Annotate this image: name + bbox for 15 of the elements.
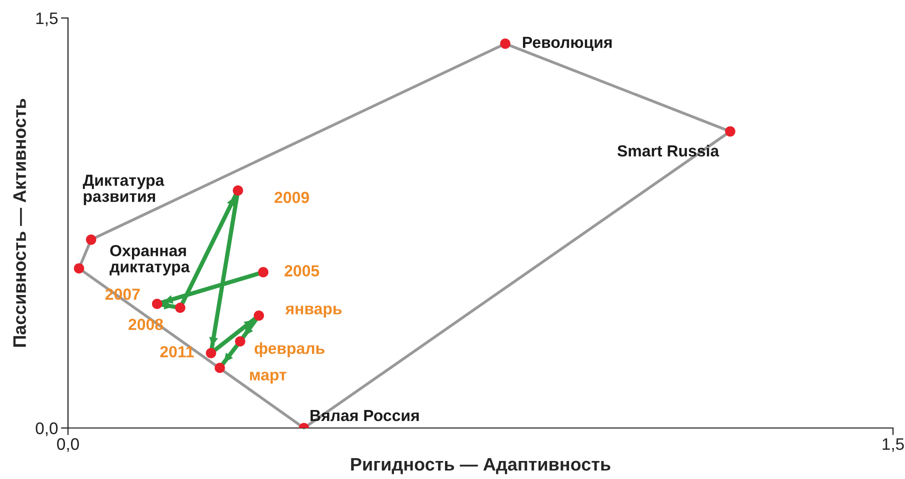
annotation: февраль bbox=[254, 342, 324, 358]
annotation: 2005 bbox=[284, 265, 320, 276]
annotation: 2008 bbox=[128, 318, 164, 330]
annotation: Революция bbox=[522, 36, 612, 52]
y-axis-title: Пассивность — Активность bbox=[13, 98, 26, 347]
annotation: Охранная диктатура bbox=[110, 244, 190, 276]
x-axis-title: Ригидность — Адаптивность bbox=[351, 458, 610, 474]
annotation: 2009 bbox=[274, 192, 309, 204]
annotation: март bbox=[250, 372, 286, 384]
annotation: 2011 bbox=[160, 346, 194, 358]
annotation: Вялая Россия bbox=[310, 410, 419, 422]
annotation: 2007 bbox=[105, 288, 140, 300]
annotation: январь bbox=[285, 306, 342, 318]
annotation: Диктатура развития bbox=[82, 174, 164, 206]
annotation: Smart Russia bbox=[617, 144, 720, 157]
